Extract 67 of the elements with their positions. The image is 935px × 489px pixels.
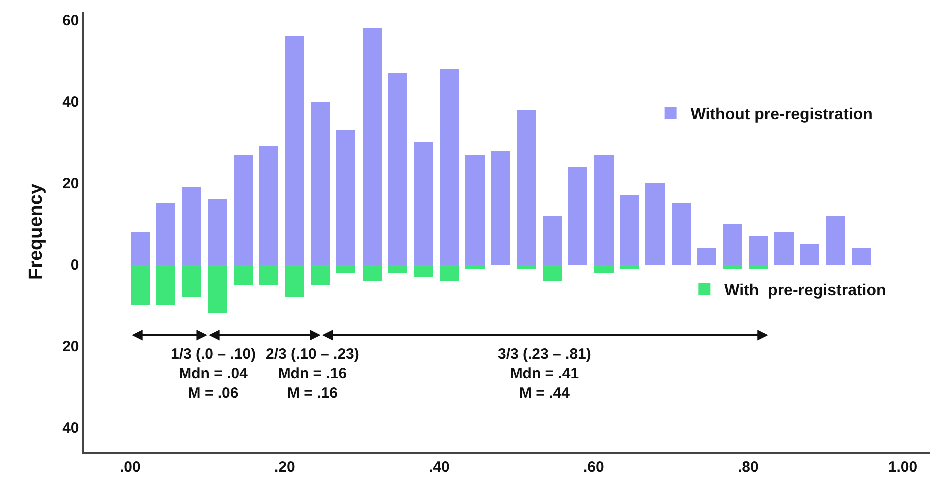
bar [208,265,227,313]
bar [414,142,433,265]
bar [774,232,794,265]
bar [259,265,278,285]
bar [156,203,175,265]
annotation: 2/3 (.10 – .23) Mdn = .16 M = .16 [266,346,360,402]
bar [363,28,382,265]
bar [131,232,150,265]
bar [697,248,716,265]
bar [543,216,562,265]
bar [645,183,665,265]
bar [131,265,150,305]
y-axis-title: Frequency [26,184,47,280]
legend-label: Without pre-registration [690,106,873,124]
bar [440,69,459,265]
bar [620,265,639,269]
x-tick-label: .20 [274,458,296,476]
bar [568,167,587,265]
bar [723,224,742,265]
bar [234,155,253,265]
bar [311,102,330,265]
bar [620,195,639,265]
bar [234,265,253,285]
bar [285,265,304,297]
bar [414,265,433,277]
legend-label: With pre-registration [724,282,886,300]
bar [594,155,614,265]
bar [852,248,871,265]
bar [311,265,330,285]
bar [465,155,485,265]
y-tick-label: 40 [62,420,80,437]
bar [440,265,459,281]
bar [749,265,768,269]
bar [388,73,407,265]
bar [259,146,278,265]
x-tick-label: 1.00 [888,458,918,476]
bar [517,110,536,265]
bar [388,265,407,273]
x-tick-label: .00 [120,458,141,476]
bar [800,244,819,265]
annotation: 3/3 (.23 – .81) Mdn = .41 M = .44 [498,346,592,402]
y-tick-label: 0 [70,256,80,274]
y-tick-label: 60 [62,12,80,30]
bar [826,216,845,265]
bar [723,265,742,269]
annotation: 1/3 (.0 – .10) Mdn = .04 M = .06 [171,346,256,402]
bar [156,265,175,305]
y-tick-label: 20 [62,338,80,356]
x-tick-label: .60 [583,458,604,476]
bar [465,265,485,269]
bar [594,265,614,273]
bar [749,236,768,265]
y-tick-label: 20 [62,175,80,192]
bar [336,265,355,273]
bar [672,203,691,265]
x-tick-label: .40 [428,458,450,476]
bar [363,265,382,281]
bar [285,36,304,265]
bar [208,199,227,265]
bar [517,265,536,269]
bar [491,151,510,265]
bar [543,265,562,281]
bar [182,187,201,265]
y-tick-label: 40 [62,94,80,111]
bar [336,130,355,265]
bar [182,265,201,297]
x-tick-label: .80 [738,458,759,476]
